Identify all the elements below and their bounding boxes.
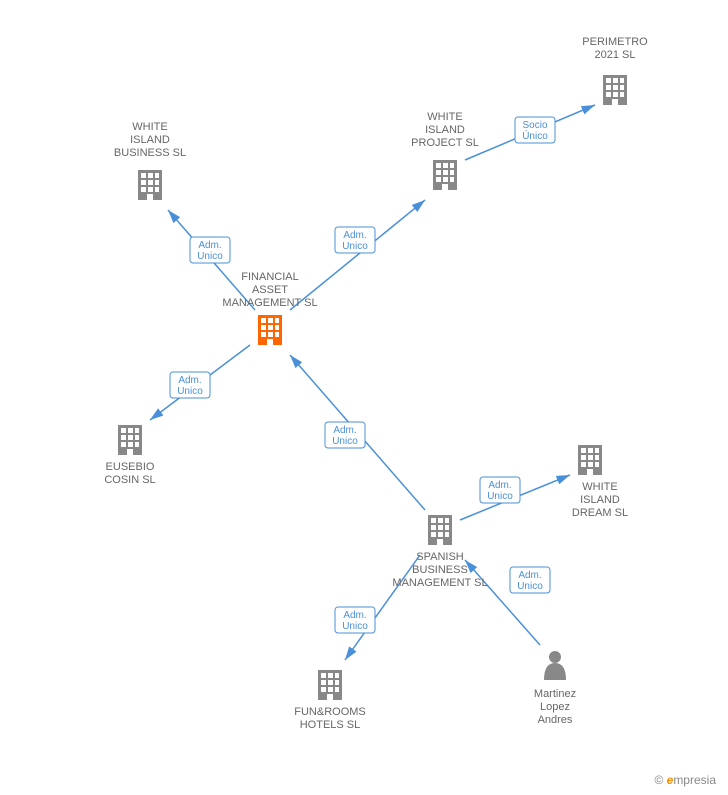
svg-text:PROJECT SL: PROJECT SL — [411, 137, 479, 149]
svg-text:Lopez: Lopez — [540, 701, 570, 713]
svg-text:MANAGEMENT SL: MANAGEMENT SL — [392, 577, 487, 589]
svg-text:COSIN SL: COSIN SL — [104, 474, 155, 486]
svg-text:HOTELS SL: HOTELS SL — [300, 719, 361, 731]
svg-text:Unico: Unico — [332, 436, 358, 447]
svg-text:FUN&ROOMS: FUN&ROOMS — [294, 706, 366, 718]
svg-text:BUSINESS SL: BUSINESS SL — [114, 147, 186, 159]
brand-rest: mpresia — [673, 773, 716, 787]
svg-text:WHITE: WHITE — [582, 481, 617, 493]
building-icon — [138, 170, 162, 200]
svg-text:Adm.: Adm. — [488, 480, 511, 491]
svg-text:Martinez: Martinez — [534, 688, 576, 700]
svg-text:Unico: Unico — [197, 251, 223, 262]
svg-text:ISLAND: ISLAND — [425, 124, 465, 136]
building-icon — [318, 670, 342, 700]
svg-text:Adm.: Adm. — [333, 425, 356, 436]
svg-text:DREAM SL: DREAM SL — [572, 507, 628, 519]
building-icon — [258, 315, 282, 345]
edge-label-e6: Adm.Unico — [480, 477, 520, 503]
node-white-island-business: WHITE ISLAND BUSINESS SL — [114, 121, 186, 200]
node-white-island-dream: WHITE ISLAND DREAM SL — [572, 445, 628, 519]
svg-text:Socio: Socio — [522, 120, 547, 131]
svg-text:ISLAND: ISLAND — [130, 134, 170, 146]
node-martinez: Martinez Lopez Andres — [534, 651, 576, 726]
svg-text:Unico: Unico — [342, 241, 368, 252]
svg-text:Unico: Unico — [487, 491, 513, 502]
svg-text:PERIMETRO: PERIMETRO — [582, 36, 648, 48]
svg-text:WHITE: WHITE — [427, 111, 462, 123]
svg-text:ISLAND: ISLAND — [580, 494, 620, 506]
node-perimetro: PERIMETRO 2021 SL — [582, 36, 648, 105]
building-icon — [428, 515, 452, 545]
svg-text:WHITE: WHITE — [132, 121, 167, 133]
node-center: FINANCIAL ASSET MANAGEMENT SL — [222, 271, 317, 345]
node-eusebio: EUSEBIO COSIN SL — [104, 425, 155, 486]
edge-label-e7: Adm.Unico — [335, 607, 375, 633]
svg-text:Adm.: Adm. — [178, 375, 201, 386]
svg-text:Adm.: Adm. — [343, 230, 366, 241]
copyright: © empresia — [654, 773, 716, 787]
node-spanish-business: SPANISH BUSINESS MANAGEMENT SL — [392, 515, 487, 589]
edge-label-e2: Adm.Unico — [335, 227, 375, 253]
network-diagram: Adm.Unico Adm.Unico SocioÚnico Adm.Unico… — [0, 0, 728, 795]
svg-text:Andres: Andres — [538, 714, 573, 726]
node-white-island-project: WHITE ISLAND PROJECT SL — [411, 111, 479, 190]
svg-text:Adm.: Adm. — [343, 610, 366, 621]
edge-label-e1: Adm.Unico — [190, 237, 230, 263]
copyright-symbol: © — [654, 773, 663, 787]
building-icon — [603, 75, 627, 105]
svg-text:MANAGEMENT SL: MANAGEMENT SL — [222, 297, 317, 309]
edge-labels: Adm.Unico Adm.Unico SocioÚnico Adm.Unico… — [170, 117, 555, 633]
node-funrooms: FUN&ROOMS HOTELS SL — [294, 670, 366, 731]
person-icon — [544, 651, 566, 680]
svg-text:FINANCIAL: FINANCIAL — [241, 271, 298, 283]
edge-label-e4: Adm.Unico — [170, 372, 210, 398]
building-icon — [118, 425, 142, 455]
svg-text:BUSINESS: BUSINESS — [412, 564, 468, 576]
svg-text:Unico: Unico — [177, 386, 203, 397]
svg-text:Adm.: Adm. — [518, 570, 541, 581]
svg-text:Adm.: Adm. — [198, 240, 221, 251]
edge-label-e5: Adm.Unico — [325, 422, 365, 448]
svg-text:2021 SL: 2021 SL — [595, 49, 636, 61]
svg-text:EUSEBIO: EUSEBIO — [106, 461, 155, 473]
edge-e2 — [290, 200, 425, 310]
svg-text:Único: Único — [522, 129, 548, 142]
svg-text:SPANISH: SPANISH — [416, 551, 464, 563]
edge-label-e8: Adm.Unico — [510, 567, 550, 593]
edge-label-e3: SocioÚnico — [515, 117, 555, 143]
svg-text:Unico: Unico — [517, 581, 543, 592]
svg-text:ASSET: ASSET — [252, 284, 288, 296]
building-icon — [578, 445, 602, 475]
svg-text:Unico: Unico — [342, 621, 368, 632]
building-icon — [433, 160, 457, 190]
